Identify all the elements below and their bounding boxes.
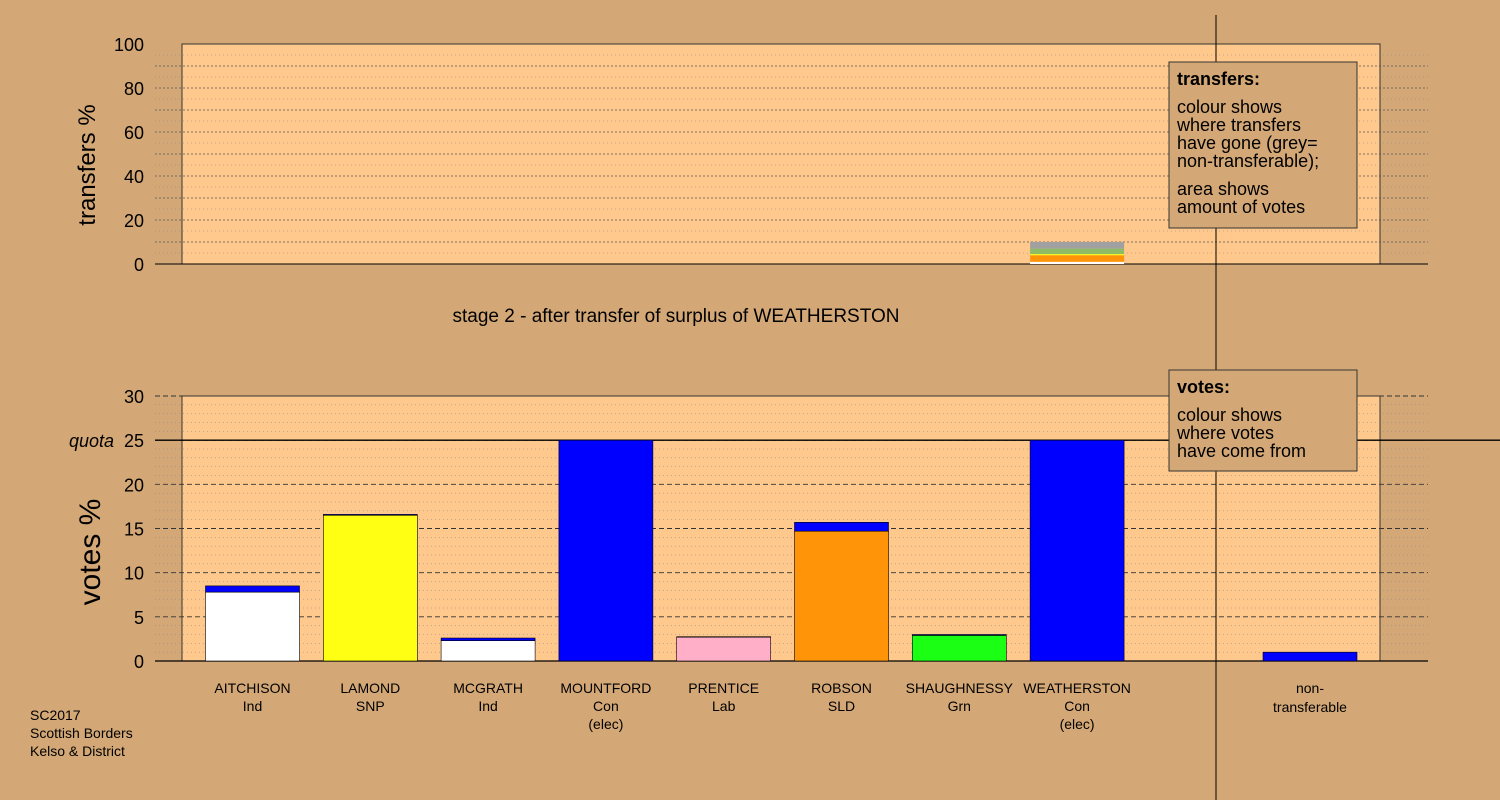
nontransferable-label: transferable — [1273, 699, 1347, 715]
votes-bar-mountford — [558, 439, 654, 662]
footer-line: Scottish Borders — [30, 725, 133, 741]
legend-line: have come from — [1177, 441, 1306, 461]
votes-tick-label: 10 — [124, 564, 144, 584]
transfers-bars — [1030, 242, 1125, 264]
transfers-tick-label: 20 — [124, 211, 144, 231]
candidate-name: MOUNTFORD — [560, 680, 651, 696]
quota-label: quota — [69, 431, 114, 451]
legend-line: amount of votes — [1177, 197, 1305, 217]
transfers-tick-label: 60 — [124, 123, 144, 143]
legend-title: votes: — [1177, 377, 1230, 397]
transfer-segment-non-transferable — [1030, 242, 1125, 249]
legend-box — [1168, 369, 1358, 472]
votes-bar-weatherston — [1029, 439, 1125, 662]
legend-line: colour shows — [1177, 405, 1282, 425]
votes-bar-transfer-lamond — [322, 514, 418, 516]
candidate-party: Grn — [948, 698, 971, 714]
votes-tick-label: 5 — [134, 608, 144, 628]
votes-bar-transfer-mcgrath — [440, 637, 536, 641]
votes-y-ticks: 0 5 10 15 20 25 30 quota — [69, 387, 144, 672]
legend-line: where votes — [1176, 423, 1274, 443]
candidate-party: Lab — [712, 698, 736, 714]
candidate-party: SNP — [356, 698, 385, 714]
nontransferable-label: non- — [1296, 680, 1324, 696]
votes-bar-lamond — [322, 514, 418, 662]
transfers-tick-label: 40 — [124, 167, 144, 187]
candidate-elected: (elec) — [1060, 716, 1095, 732]
stage-label: stage 2 - after transfer of surplus of W… — [452, 306, 899, 327]
candidate-name: ROBSON — [811, 680, 872, 696]
footer-caption: SC2017 Scottish Borders Kelso & District — [30, 707, 133, 759]
votes-bar-aitchison — [205, 591, 300, 662]
legend-line: non-transferable); — [1177, 151, 1319, 171]
legend-line: have gone (grey= — [1177, 133, 1318, 153]
candidate-name: SHAUGHNESSY — [906, 680, 1014, 696]
transfer-segment-lamond — [1030, 254, 1125, 256]
transfers-y-ticks: 0 20 40 60 80 100 — [114, 35, 144, 275]
votes-tick-label: 20 — [124, 475, 144, 495]
candidate-name: MCGRATH — [453, 680, 523, 696]
candidate-party: Ind — [478, 698, 497, 714]
candidate-party: Ind — [243, 698, 262, 714]
candidate-name: AITCHISON — [214, 680, 290, 696]
candidate-name: LAMOND — [340, 680, 400, 696]
votes-tick-label: 25 — [124, 431, 144, 451]
votes-bar-nontransferable — [1262, 651, 1358, 662]
candidate-party: Con — [593, 698, 619, 714]
candidate-party: SLD — [828, 698, 855, 714]
votes-bar-transfer-shaughnessy — [911, 634, 1007, 636]
votes-bar-transfer-robson — [794, 522, 889, 532]
candidate-labels: AITCHISON Ind LAMOND SNP MCGRATH Ind MOUNTFORD… — [214, 680, 1347, 732]
candidate-name: PRENTICE — [688, 680, 759, 696]
votes-y-axis-label: votes % — [74, 499, 107, 606]
transfer-segment-shaughnessy — [1030, 248, 1125, 255]
legend-box — [1168, 61, 1358, 229]
candidate-name: WEATHERSTON — [1023, 680, 1131, 696]
transfers-y-axis-label: transfers % — [74, 104, 101, 225]
legend-line: area shows — [1177, 179, 1269, 199]
legend-line: where transfers — [1176, 115, 1301, 135]
transfers-tick-label: 100 — [114, 35, 144, 55]
votes-bar-mcgrath — [440, 640, 536, 662]
votes-tick-label: 15 — [124, 520, 144, 540]
votes-tick-label: 30 — [124, 387, 144, 407]
votes-tick-label: 0 — [134, 652, 144, 672]
votes-bar-shaughnessy — [911, 635, 1007, 662]
footer-line: Kelso & District — [30, 743, 125, 759]
transfers-tick-label: 0 — [134, 255, 144, 275]
transfer-segment-robson — [1030, 255, 1125, 262]
legend-line: colour shows — [1177, 97, 1282, 117]
votes-bar-prentice — [676, 636, 772, 662]
legend-title: transfers: — [1177, 69, 1260, 89]
transfer-segment-aitchison — [1030, 261, 1125, 264]
votes-bars — [205, 439, 1358, 662]
votes-bar-robson — [794, 530, 889, 662]
votes-bar-transfer-aitchison — [205, 585, 300, 593]
transfers-tick-label: 80 — [124, 79, 144, 99]
candidate-elected: (elec) — [588, 716, 623, 732]
footer-line: SC2017 — [30, 707, 81, 723]
candidate-party: Con — [1064, 698, 1090, 714]
